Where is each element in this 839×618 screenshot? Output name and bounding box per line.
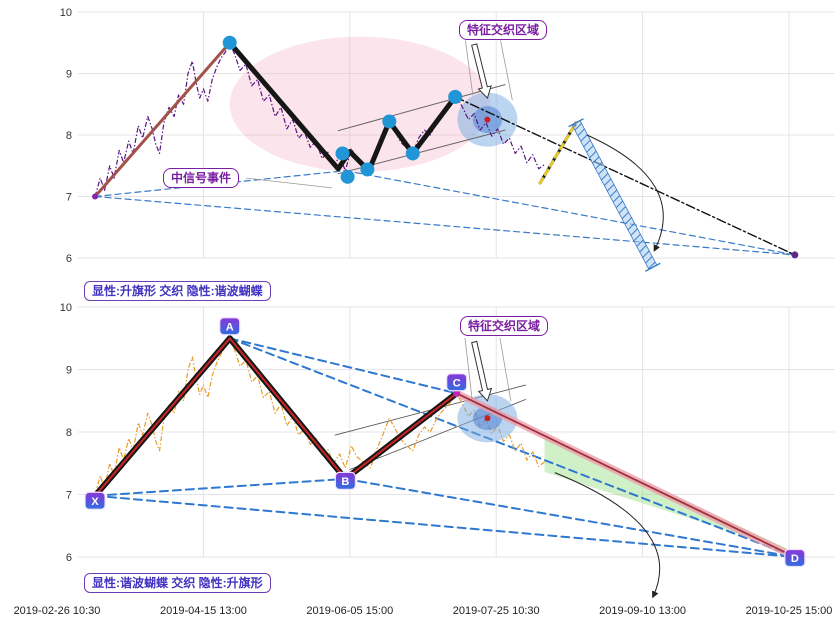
flag-pole: [93, 41, 232, 198]
pattern-caption-top: 显性:升旗形 交织 隐性:谐波蝴蝶: [84, 281, 271, 301]
hidden-bd-dashed: [344, 170, 796, 256]
y-tick-label: 9: [66, 365, 72, 377]
feature-zone-label-bottom: 特征交织区域: [460, 316, 549, 336]
projection-dashdot: [454, 96, 796, 256]
pattern-point-D[interactable]: D: [784, 548, 806, 568]
xb-dashed: [94, 477, 347, 497]
pattern-point-box: [446, 373, 468, 392]
pattern-point-box: [334, 471, 357, 490]
feature-zone-label-top: 特征交织区域: [459, 20, 548, 40]
x-start-dot-dot: [92, 193, 99, 200]
pivot-dots-dot: [340, 169, 355, 184]
xd-dashed: [94, 494, 796, 558]
pattern-point-letter: B: [341, 476, 349, 488]
pivot-dots-dot: [405, 146, 420, 161]
pattern-point-X[interactable]: X: [84, 491, 106, 510]
pattern-point-letter: A: [226, 321, 234, 333]
pattern-point-box: [784, 548, 806, 568]
x-tick-label: 2019-04-15 13:00: [160, 605, 247, 617]
y-tick-label: 6: [66, 552, 72, 564]
pivot-dots-magenta: [91, 389, 799, 561]
pivot-dots-dot: [335, 146, 350, 161]
center-red-dot-dot: [484, 116, 491, 123]
center-red-dot: [484, 415, 491, 422]
x-tick-label: 2019-02-26 10:30: [14, 605, 101, 617]
signal-pointer: [245, 177, 333, 189]
drop-arrow-curve: [586, 134, 664, 252]
y-tick-label: 9: [66, 69, 72, 81]
pattern-point-letter: X: [91, 496, 99, 508]
pattern-point-letter: C: [453, 377, 461, 389]
x-tick-label: 2019-10-25 15:00: [746, 605, 833, 617]
label-pointer-1: [464, 337, 473, 399]
feature-arrow: [471, 43, 492, 100]
price-line: [94, 42, 545, 197]
pivot-dots: [222, 35, 463, 184]
flag-channel-upper: [337, 84, 506, 132]
cd-band-core: [455, 392, 796, 558]
pattern-point-box: [84, 491, 106, 510]
ad-dashed: [228, 337, 796, 558]
ac-dashed: [228, 337, 458, 395]
pattern-caption-bottom: 显性:谐波蝴蝶 交织 隐性:升旗形: [84, 573, 271, 593]
signal-event-label: 中信号事件: [163, 168, 240, 188]
y-tick-label: 10: [60, 302, 72, 314]
panel-bottom: 10 9 8 7 6 X A B C D: [60, 302, 835, 599]
xabc-red: [94, 337, 458, 497]
pivot-dots-dot: [382, 114, 397, 129]
y-tick-label: 8: [66, 427, 72, 439]
bd-dashed: [344, 477, 796, 558]
label-pointer-1: [465, 40, 474, 96]
hazard-line-yellow: [538, 121, 578, 185]
y-tick-label: 6: [66, 253, 72, 265]
center-red-dot-dot: [484, 415, 491, 422]
pivot-dots-dot: [360, 162, 375, 177]
pattern-point-A[interactable]: A: [219, 317, 241, 336]
x-start-dot: [92, 193, 99, 200]
x-tick-label: 2019-09-10 13:00: [599, 605, 686, 617]
pivot-dots-dot: [222, 35, 237, 50]
pivot-dots-magenta-dot: [453, 389, 461, 397]
y-tick-label: 7: [66, 490, 72, 502]
band-cap: [645, 262, 661, 272]
d-end-dot: [791, 251, 799, 259]
feature-arrow: [471, 340, 493, 402]
x-tick-label: 2019-06-05 15:00: [306, 605, 393, 617]
pivot-dots-dot: [448, 89, 463, 104]
drop-arrow-curve: [554, 472, 661, 599]
pattern-point-B[interactable]: B: [334, 471, 357, 490]
y-tick-label: 7: [66, 192, 72, 204]
y-tick-label: 8: [66, 130, 72, 142]
pattern-point-box: [219, 317, 241, 336]
d-end-dot-dot: [791, 251, 799, 259]
hidden-xd-dashed: [94, 195, 796, 256]
band-cap: [568, 118, 584, 128]
x-tick-label: 2019-07-25 10:30: [453, 605, 540, 617]
y-tick-label: 10: [60, 7, 72, 19]
center-red-dot: [484, 116, 491, 123]
drop-band: [571, 120, 658, 270]
pattern-point-C[interactable]: C: [446, 373, 468, 392]
pattern-point-letter: D: [791, 553, 799, 565]
panel-top: 10 9 8 7 6: [60, 7, 835, 272]
label-pointer-2: [499, 337, 512, 402]
label-pointer-2: [500, 40, 513, 101]
